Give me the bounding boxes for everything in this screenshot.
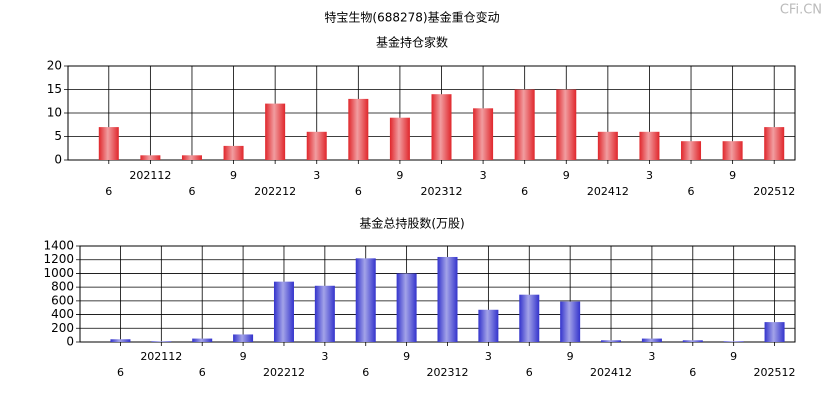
x-tick-label: 6	[526, 366, 533, 379]
y-tick-label: 1200	[43, 252, 74, 266]
x-tick-label: 202212	[254, 185, 296, 198]
bar	[682, 340, 703, 342]
page-title: 特宝生物(688278)基金重仓变动	[324, 10, 499, 25]
y-tick-label: 400	[51, 307, 74, 321]
x-tick-label: 9	[729, 169, 736, 182]
x-tick-label: 6	[688, 185, 695, 198]
watermark: CFi.CN	[780, 3, 822, 18]
bar	[722, 141, 743, 160]
x-tick-label: 202312	[427, 366, 469, 379]
x-tick-label: 202312	[421, 185, 463, 198]
bar	[396, 273, 417, 342]
y-tick-label: 15	[47, 82, 62, 96]
y-tick-label: 600	[51, 293, 74, 307]
bar	[223, 145, 244, 160]
bar	[151, 341, 172, 342]
chart-title: 基金总持股数(万股)	[359, 216, 464, 231]
bar	[560, 301, 581, 342]
bar	[265, 103, 286, 160]
x-tick-label: 202112	[129, 169, 171, 182]
bar	[306, 131, 327, 160]
x-tick-label: 202512	[754, 366, 796, 379]
y-tick-label: 20	[47, 59, 62, 73]
x-tick-label: 6	[117, 366, 124, 379]
x-tick-label: 9	[567, 350, 574, 363]
y-tick-label: 0	[54, 153, 62, 167]
x-tick-label: 6	[689, 366, 696, 379]
x-tick-label: 9	[240, 350, 247, 363]
x-tick-label: 6	[199, 366, 206, 379]
y-tick-label: 10	[47, 106, 62, 120]
bar	[601, 340, 622, 342]
bar	[473, 108, 494, 160]
x-tick-label: 202212	[263, 366, 305, 379]
bar	[597, 131, 618, 160]
bar	[478, 309, 499, 342]
bar	[233, 334, 254, 342]
x-tick-label: 6	[521, 185, 528, 198]
bar	[181, 155, 202, 160]
x-tick-label: 6	[188, 185, 195, 198]
bar	[639, 131, 660, 160]
bar	[389, 117, 410, 160]
bar	[681, 141, 702, 160]
x-tick-label: 202112	[140, 350, 182, 363]
x-tick-label: 3	[648, 350, 655, 363]
x-tick-label: 3	[313, 169, 320, 182]
bar	[192, 338, 213, 342]
bar	[641, 338, 662, 342]
bar	[98, 127, 119, 160]
y-tick-label: 0	[66, 335, 74, 349]
x-tick-label: 202512	[753, 185, 795, 198]
bar	[110, 339, 131, 342]
bar	[764, 127, 785, 160]
y-tick-label: 800	[51, 280, 74, 294]
y-tick-label: 1000	[43, 266, 74, 280]
bar	[273, 281, 294, 342]
x-tick-label: 202412	[590, 366, 632, 379]
chart-title: 基金持仓家数	[376, 35, 448, 50]
x-tick-label: 9	[563, 169, 570, 182]
x-tick-label: 9	[730, 350, 737, 363]
bar	[519, 294, 540, 342]
y-tick-label: 200	[51, 321, 74, 335]
x-tick-label: 3	[485, 350, 492, 363]
x-tick-label: 9	[396, 169, 403, 182]
y-tick-label: 5	[54, 129, 62, 143]
x-tick-label: 6	[355, 185, 362, 198]
bar	[437, 256, 458, 342]
x-tick-label: 202412	[587, 185, 629, 198]
x-tick-label: 3	[480, 169, 487, 182]
bar	[314, 285, 335, 342]
x-tick-label: 6	[362, 366, 369, 379]
x-tick-label: 3	[646, 169, 653, 182]
bar	[723, 341, 744, 342]
bar	[140, 155, 161, 160]
bar	[431, 94, 452, 160]
bar	[355, 258, 376, 342]
x-tick-label: 6	[105, 185, 112, 198]
bar	[556, 89, 577, 160]
x-tick-label: 3	[321, 350, 328, 363]
bar	[348, 98, 369, 160]
y-tick-label: 1400	[43, 239, 74, 253]
bar	[514, 89, 535, 160]
x-tick-label: 9	[230, 169, 237, 182]
bar	[764, 322, 785, 342]
x-tick-label: 9	[403, 350, 410, 363]
